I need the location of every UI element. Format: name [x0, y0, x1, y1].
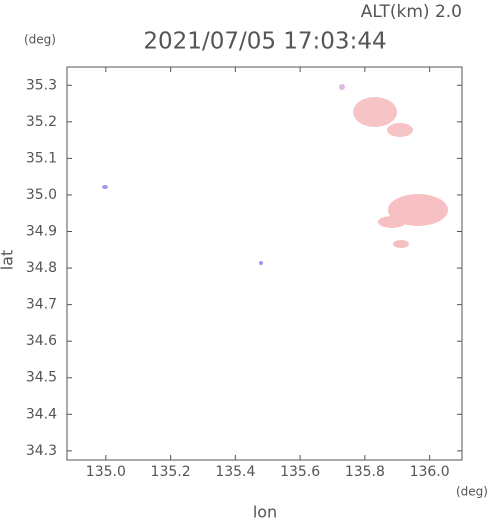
echo [102, 185, 108, 189]
y-tick-label: 35.1 [26, 150, 57, 166]
plot-frame [66, 66, 463, 461]
y-tick-label: 35.0 [26, 187, 57, 203]
x-unit: (deg) [456, 485, 488, 499]
echo [388, 194, 448, 226]
x-tick-label: 136.0 [410, 464, 450, 480]
y-unit: (deg) [24, 33, 56, 47]
echo-areas [102, 84, 448, 265]
echo [387, 123, 413, 137]
y-tick-label: 34.7 [26, 297, 57, 313]
x-tick-label: 135.0 [86, 464, 126, 480]
echo [339, 84, 345, 90]
x-tick-label: 135.4 [215, 464, 255, 480]
echo [393, 240, 409, 248]
y-tick-label: 34.9 [26, 224, 57, 240]
x-axis-label: lon [253, 503, 277, 521]
y-tick-label: 34.6 [26, 333, 57, 349]
y-axis-label: lat [0, 250, 17, 271]
echo [378, 216, 406, 228]
chart-title: 2021/07/05 17:03:44 [143, 29, 386, 55]
y-tick-label: 34.5 [26, 370, 57, 386]
y-tick-label: 34.3 [26, 443, 57, 459]
annotation: ALT(km) 2.0 [361, 2, 462, 22]
y-tick-label: 35.3 [26, 77, 57, 93]
y-tick-label: 34.8 [26, 260, 57, 276]
y-tick-label: 34.4 [26, 406, 57, 422]
y-tick-label: 35.2 [26, 114, 57, 130]
echo [259, 261, 263, 265]
echo [353, 97, 397, 127]
x-tick-label: 135.8 [345, 464, 385, 480]
x-tick-label: 135.6 [280, 464, 320, 480]
x-tick-label: 135.2 [151, 464, 191, 480]
